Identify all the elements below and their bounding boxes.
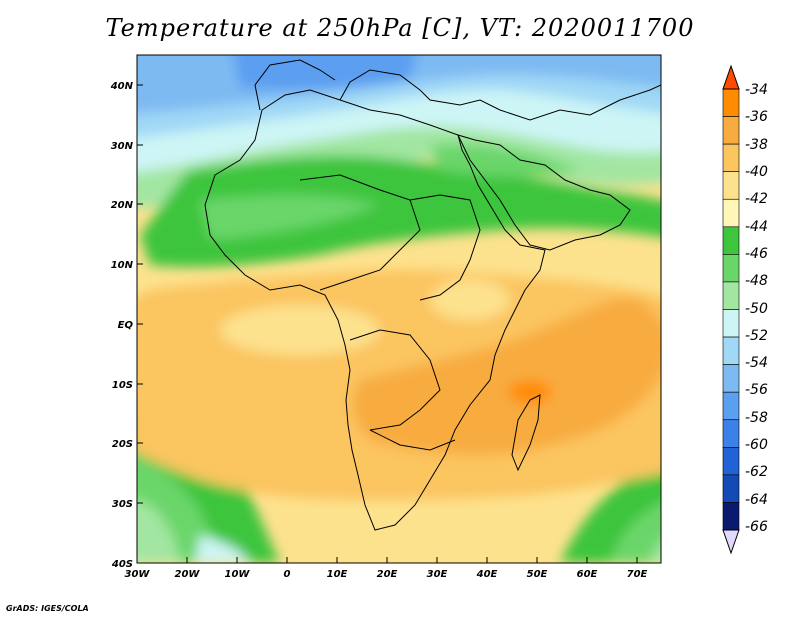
x-tick-label: 10W [225,569,251,580]
y-tick-label: 40N [110,81,134,92]
colorbar-swatch [722,281,740,310]
y-tick-label: 40S [111,559,133,570]
colorbar-label: -66 [745,519,768,535]
colorbar-swatch [722,364,740,393]
colorbar-label: -50 [745,301,768,317]
x-tick-label: 20W [175,569,201,580]
colorbar-label: -60 [745,437,768,453]
y-tick-label: 30N [111,141,134,152]
x-tick-label: 10E [327,569,348,580]
x-tick-label: 40E [476,569,498,580]
y-tick-label: 20N [111,200,134,211]
colorbar-label: -42 [745,191,768,207]
colorbar-swatch [722,502,740,531]
x-tick-label: 20E [377,569,398,580]
y-tick-label: 10N [111,260,134,271]
x-tick-label: 30W [125,569,151,580]
colorbar-swatch [722,171,740,200]
colorbar-label: -52 [745,328,768,344]
temperature-field [137,55,661,563]
colorbar-swatch [722,309,740,338]
colorbar-swatch [722,254,740,283]
y-tick-label: 20S [112,439,133,450]
x-tick-label: 0 [284,569,291,580]
colorbar-labels: -34 -36 -38 -40 -42 -44 -46 -48 -50 -52 … [745,82,768,535]
x-tick-label: 50E [527,569,548,580]
colorbar-swatch [722,226,740,255]
axis-tick-marks [137,84,638,563]
colorbar-swatch [722,419,740,448]
x-tick-labels: 30W 20W 10W 0 10E 20E 30E 40E 50E 60E 70… [125,569,648,580]
colorbar-swatch [722,336,740,365]
colorbar-label: -46 [745,246,768,262]
colorbar-swatch [722,88,740,117]
colorbar-label: -64 [745,492,768,508]
plot-frame [136,54,662,564]
colorbar-swatch [722,143,740,172]
y-tick-labels: 40N 30N 20N 10N EQ 10S 20S 30S 40S [110,81,134,570]
colorbar-label: -36 [745,109,768,125]
colorbar-label: -48 [745,273,768,289]
colorbar-swatch [722,116,740,145]
grads-credit: GrADS: IGES/COLA [6,604,89,613]
colorbar-swatch [722,474,740,503]
colorbar-label: -58 [745,410,768,426]
colorbar-swatches [722,88,740,531]
y-tick-label: 30S [112,499,133,510]
colorbar-label: -54 [745,355,768,371]
colorbar-swatch [722,447,740,476]
y-tick-label: EQ [118,320,134,331]
y-tick-label: 10S [112,380,133,391]
map-title: Temperature at 250hPa [C], VT: 202001170… [105,14,695,42]
colorbar-swatch [722,198,740,228]
colorbar-swatch [722,391,740,421]
x-tick-label: 70E [627,569,648,580]
colorbar-top-arrow [722,64,740,90]
colorbar-label: -38 [745,137,768,153]
colorbar-label: -56 [745,382,768,398]
colorbar-label: -44 [745,219,768,235]
colorbar-label: -40 [745,164,768,180]
x-tick-label: 60E [577,569,598,580]
colorbar-label: -34 [745,82,768,98]
coastlines [204,59,661,531]
colorbar-bottom-arrow [722,529,740,555]
colorbar: -34 -36 -38 -40 -42 -44 -46 -48 -50 -52 … [722,64,768,555]
x-tick-label: 30E [427,569,448,580]
colorbar-label: -62 [745,464,768,480]
